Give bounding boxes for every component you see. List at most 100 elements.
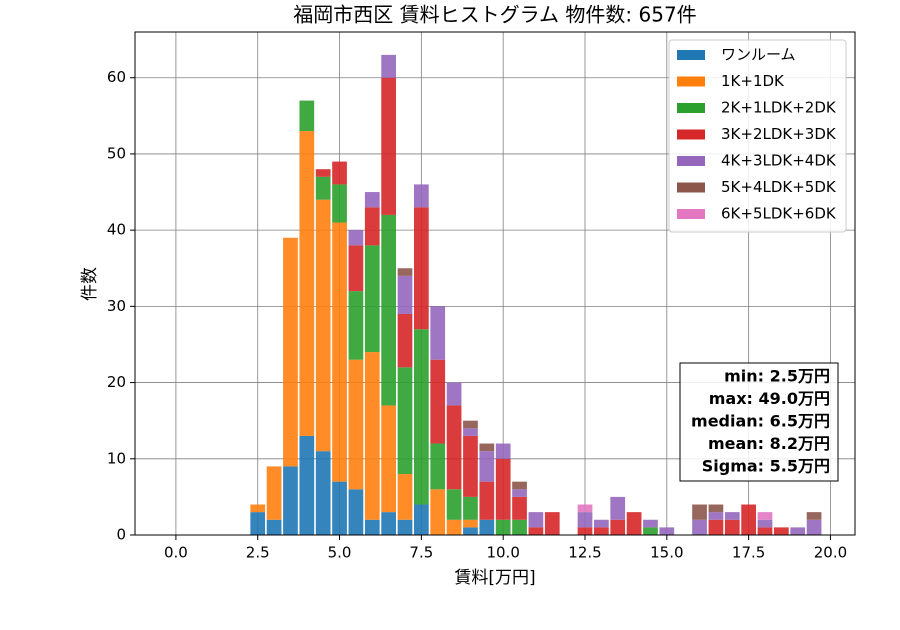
bar	[446, 382, 462, 406]
bar	[348, 359, 364, 490]
bar	[479, 451, 495, 482]
bar	[577, 504, 593, 513]
bar	[577, 512, 593, 528]
x-tick-label: 10.0	[486, 544, 519, 562]
stats-line: median: 6.5万円	[691, 412, 830, 431]
bar	[594, 527, 609, 535]
bar	[446, 489, 462, 520]
bar	[512, 496, 527, 520]
bar	[528, 527, 544, 535]
x-tick-label: 7.5	[409, 544, 433, 562]
bar	[315, 451, 331, 535]
bar	[806, 519, 822, 535]
bar	[381, 54, 396, 78]
legend-box	[668, 39, 847, 233]
bar	[757, 527, 773, 535]
bar	[512, 481, 527, 490]
bar	[806, 512, 822, 520]
legend-label: 5K+4LDK+5DK	[721, 178, 837, 196]
x-tick-label: 5.0	[328, 544, 352, 562]
bar	[446, 405, 462, 490]
bar	[315, 199, 331, 452]
bar	[708, 519, 724, 535]
legend-label: 6K+5LDK+6DK	[721, 205, 837, 223]
bar	[512, 489, 527, 497]
bar	[348, 245, 364, 292]
x-tick-label: 15.0	[650, 544, 683, 562]
bar	[299, 100, 315, 132]
bar	[266, 466, 282, 520]
y-axis-label: 件数	[80, 267, 100, 301]
bar	[364, 245, 380, 353]
bar	[528, 512, 544, 528]
bar	[414, 207, 429, 330]
bar	[283, 466, 298, 535]
bar	[643, 519, 658, 528]
bar	[348, 230, 364, 246]
bar	[708, 512, 724, 520]
legend-swatch	[677, 103, 705, 113]
bar	[299, 131, 315, 436]
bar	[708, 504, 724, 513]
bar	[659, 527, 675, 535]
y-tick-label: 0	[116, 526, 126, 544]
plot-frame	[134, 31, 856, 536]
bar	[414, 184, 429, 208]
x-tick-label: 0.0	[164, 544, 188, 562]
bar	[397, 313, 413, 368]
bar	[397, 268, 413, 276]
bar	[414, 504, 429, 535]
bar	[381, 77, 396, 215]
bar	[430, 443, 446, 490]
legend-label: 3K+2LDK+3DK	[721, 125, 837, 143]
bar	[512, 519, 527, 535]
bar	[397, 474, 413, 520]
bar	[250, 512, 266, 535]
bar	[430, 306, 446, 360]
bar	[741, 504, 756, 535]
bar	[446, 519, 462, 535]
legend-swatch	[677, 182, 705, 193]
bar	[381, 214, 396, 406]
bar	[463, 496, 478, 520]
x-tick-label: 20.0	[814, 544, 847, 562]
bar	[348, 489, 364, 535]
legend-swatch	[677, 209, 705, 219]
x-axis-label: 賃料[万円]	[454, 568, 535, 588]
x-tick-label: 12.5	[568, 544, 601, 562]
bar	[364, 352, 380, 520]
bar	[643, 527, 658, 535]
stats-line: Sigma: 5.5万円	[702, 457, 830, 476]
legend-swatch	[677, 129, 705, 140]
bar	[463, 420, 478, 429]
bar	[430, 359, 446, 444]
bar	[315, 176, 331, 200]
stats-line: max: 49.0万円	[709, 389, 830, 408]
bar	[757, 512, 773, 520]
bar	[463, 527, 478, 535]
bar	[774, 527, 789, 535]
bar	[610, 496, 626, 520]
bar	[397, 367, 413, 475]
legend-label: 1K+1DK	[721, 72, 785, 90]
y-tick-label: 50	[107, 144, 126, 162]
bar	[790, 527, 806, 535]
bar	[299, 435, 315, 535]
bar	[479, 481, 495, 520]
bar	[724, 512, 740, 520]
bar	[348, 291, 364, 360]
bar	[332, 222, 347, 482]
x-tick-label: 2.5	[246, 544, 270, 562]
bar	[332, 184, 347, 223]
bar	[479, 519, 495, 535]
bar	[266, 519, 282, 535]
bar	[757, 519, 773, 528]
bar	[495, 443, 511, 459]
legend-swatch	[677, 50, 705, 60]
stats-line: min: 2.5万円	[724, 367, 830, 386]
bar	[544, 512, 560, 535]
bar	[332, 161, 347, 185]
y-tick-label: 30	[107, 297, 126, 315]
legend-swatch	[677, 76, 705, 87]
legend-label: 2K+1LDK+2DK	[721, 99, 837, 117]
